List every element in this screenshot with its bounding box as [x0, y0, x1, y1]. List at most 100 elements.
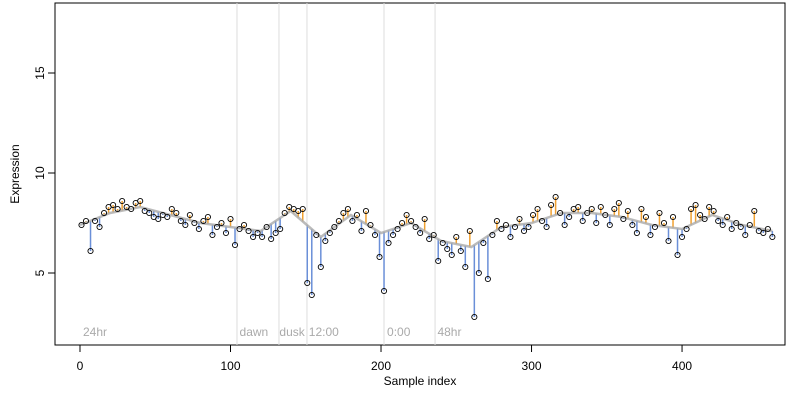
point [584, 209, 591, 217]
point [435, 257, 442, 265]
point [304, 279, 311, 287]
point [733, 219, 740, 227]
point [769, 233, 776, 241]
point [539, 217, 546, 225]
point [430, 231, 437, 239]
point [493, 217, 500, 225]
point [146, 209, 153, 217]
point [715, 217, 722, 225]
point [760, 229, 767, 237]
point [448, 251, 455, 259]
point [498, 225, 505, 233]
point [353, 211, 360, 219]
annotation: dusk [279, 325, 305, 339]
point [101, 209, 108, 217]
point [200, 217, 207, 225]
point [588, 205, 595, 213]
point [96, 223, 103, 231]
point [335, 217, 342, 225]
point [475, 269, 482, 277]
point [611, 205, 618, 213]
point [620, 215, 627, 223]
point [182, 221, 189, 229]
point [710, 207, 717, 215]
point [457, 247, 464, 255]
point [277, 225, 284, 233]
point [552, 193, 559, 201]
point [543, 223, 550, 231]
point [362, 207, 370, 215]
point [110, 201, 117, 209]
point [385, 239, 392, 247]
point [380, 287, 388, 295]
point [534, 205, 541, 213]
y-tick-label: 15 [33, 66, 47, 80]
point [697, 211, 704, 219]
point [227, 215, 234, 223]
point [250, 233, 257, 241]
point [566, 213, 573, 221]
point [706, 203, 713, 211]
point [525, 223, 532, 231]
x-tick-label: 300 [522, 359, 542, 373]
point [204, 213, 211, 221]
point [308, 291, 315, 299]
point [231, 241, 239, 249]
x-tick-label: 200 [371, 359, 391, 373]
point [254, 229, 261, 237]
point [683, 225, 690, 233]
point [507, 233, 514, 241]
x-tick-label: 400 [672, 359, 692, 373]
point [728, 225, 735, 233]
annotation: dawn [240, 325, 269, 339]
point [746, 221, 753, 229]
point [742, 231, 749, 239]
point [222, 229, 230, 237]
point [263, 223, 270, 231]
annotation: 48hr [437, 325, 461, 339]
point [642, 213, 649, 221]
point [218, 219, 225, 227]
annotation: 0:00 [387, 325, 411, 339]
point [390, 231, 397, 239]
point [529, 211, 537, 219]
point [367, 221, 374, 229]
point [412, 223, 419, 231]
point [701, 215, 708, 223]
point [602, 211, 609, 219]
point [480, 239, 487, 247]
point [399, 219, 406, 227]
point [466, 227, 473, 235]
annotation: 24hr [83, 325, 107, 339]
point [484, 275, 491, 283]
point [114, 205, 121, 213]
point [313, 231, 320, 239]
point [173, 209, 180, 217]
point [408, 217, 415, 225]
point [272, 229, 279, 237]
point [78, 221, 85, 229]
point [137, 197, 144, 205]
point [87, 247, 94, 255]
point [660, 219, 668, 227]
y-axis-title: Expression [8, 144, 22, 203]
point [358, 227, 365, 235]
point [575, 203, 582, 211]
point [331, 223, 338, 231]
point [209, 231, 216, 239]
point [326, 229, 333, 237]
point [502, 221, 509, 229]
point [403, 211, 410, 219]
point [236, 225, 243, 233]
point [548, 201, 555, 209]
annotation: 12:00 [309, 325, 339, 339]
y-tick-label: 5 [33, 269, 47, 276]
point [561, 221, 568, 229]
point [281, 209, 288, 217]
point [669, 213, 677, 221]
point [557, 209, 564, 217]
point [91, 217, 99, 225]
point [692, 201, 699, 209]
point [606, 221, 613, 229]
point [164, 213, 171, 221]
